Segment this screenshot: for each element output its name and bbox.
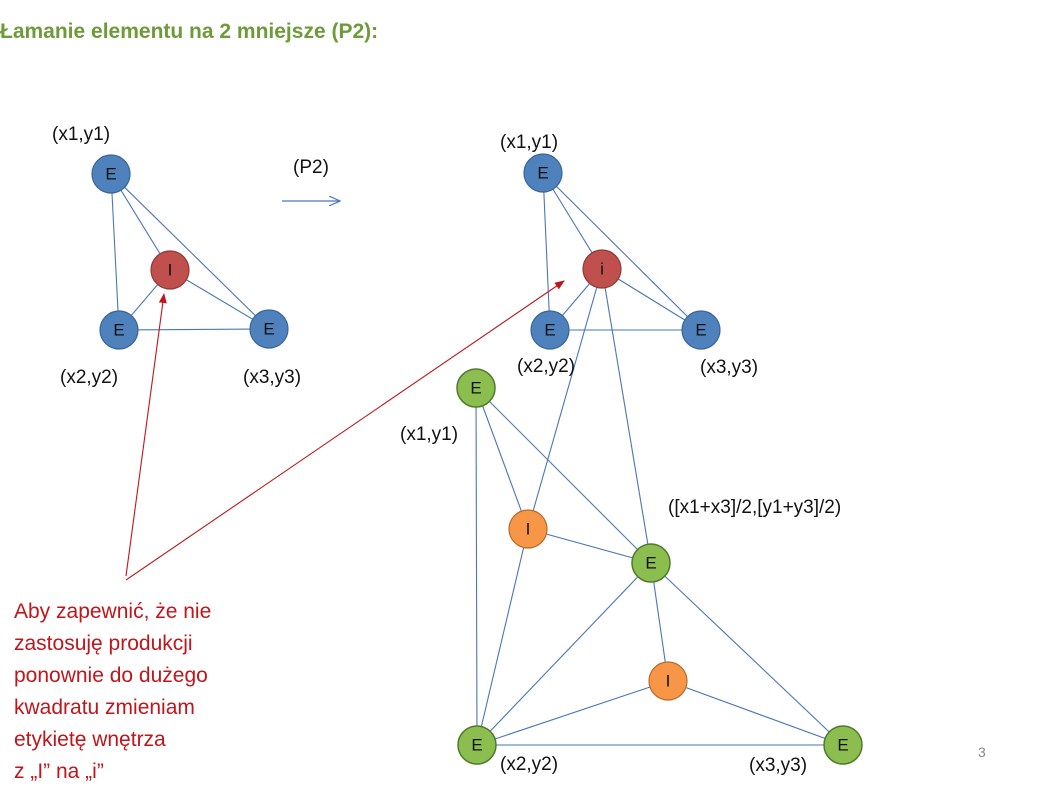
- coord-label: (x2,y2): [517, 356, 575, 377]
- node-label: E: [113, 321, 124, 340]
- edge: [475, 387, 652, 564]
- node-label: E: [471, 736, 482, 755]
- right-node-bottom-left: E: [530, 310, 570, 350]
- edge: [476, 680, 669, 746]
- coord-label: (x2,y2): [60, 367, 118, 388]
- node-label: E: [263, 320, 274, 339]
- coord-label: (x1,y1): [400, 424, 458, 445]
- node-label: E: [695, 321, 706, 340]
- new-node-interior-upper: I: [508, 509, 548, 549]
- node-label: E: [537, 164, 548, 183]
- page-number: 3: [978, 744, 986, 760]
- right-node-top: E: [523, 153, 563, 193]
- edge: [527, 268, 603, 530]
- node-label: I: [168, 261, 173, 280]
- node-label: I: [666, 672, 671, 691]
- node-label: E: [470, 379, 481, 398]
- edge: [650, 562, 669, 682]
- new-node-interior-lower: I: [648, 661, 688, 701]
- edge: [650, 562, 844, 746]
- coord-label: (x3,y3): [700, 357, 758, 378]
- edge: [476, 562, 652, 746]
- node-label: I: [526, 520, 531, 539]
- new-node-top: E: [456, 368, 496, 408]
- edge: [542, 172, 551, 331]
- left-node-bottom-right: E: [249, 309, 289, 349]
- coord-label: (x1,y1): [52, 124, 110, 145]
- new-node-middle: E: [631, 543, 671, 583]
- edge: [542, 172, 702, 331]
- node-label: E: [645, 554, 656, 573]
- edge: [476, 528, 529, 746]
- left-node-top: E: [91, 154, 131, 194]
- left-node-interior: I: [150, 250, 190, 290]
- node-label: E: [837, 736, 848, 755]
- new-graph-edges: [475, 387, 844, 746]
- edge: [110, 173, 120, 331]
- coord-label: (x3,y3): [749, 755, 807, 776]
- edge: [110, 173, 270, 330]
- production-label: (P2): [293, 157, 329, 178]
- slide-title: Łamanie elementu na 2 mniejsze (P2):: [0, 20, 379, 43]
- right-node-bottom-right: E: [681, 310, 721, 350]
- left-graph-edges: [110, 173, 270, 331]
- coord-label: (x2,y2): [500, 754, 558, 775]
- coord-label: ([x1+x3]/2,[y1+y3]/2): [668, 497, 841, 518]
- coord-label: (x3,y3): [243, 367, 301, 388]
- edge: [667, 680, 844, 746]
- edge: [118, 328, 270, 331]
- edge: [475, 387, 478, 746]
- left-node-bottom-left: E: [99, 310, 139, 350]
- right-node-interior: i: [582, 249, 622, 289]
- edge: [601, 268, 652, 564]
- annotation-text: Aby zapewnić, że nie zastosuję produkcji…: [14, 600, 212, 783]
- coord-label: (x1,y1): [500, 132, 558, 153]
- annotation-arrow-left: [125, 293, 167, 577]
- new-node-bottom-left: E: [457, 725, 497, 765]
- edge: [475, 387, 529, 530]
- node-label: i: [600, 260, 604, 279]
- new-node-bottom-right: E: [823, 725, 863, 765]
- node-label: E: [105, 165, 116, 184]
- node-label: E: [544, 321, 555, 340]
- annotation-arrow-right: [125, 280, 565, 581]
- edge: [527, 528, 652, 564]
